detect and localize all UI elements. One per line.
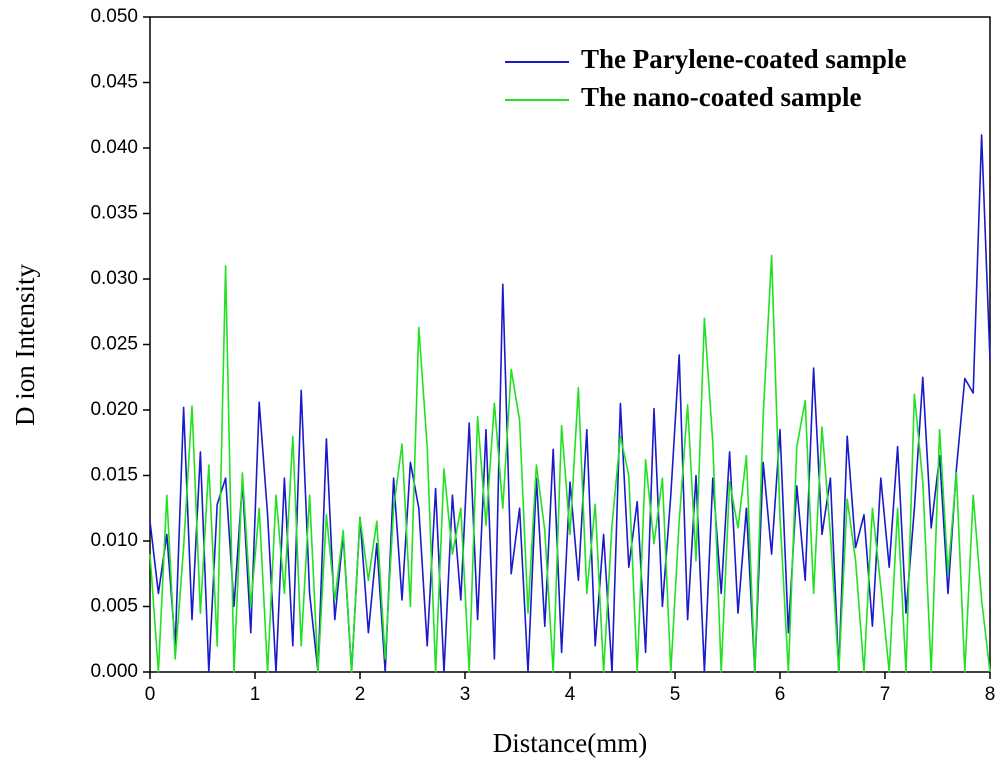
- x-tick-label: 4: [565, 684, 576, 705]
- x-tick-label: 8: [985, 684, 996, 705]
- y-tick-label: 0.050: [90, 6, 138, 27]
- x-tick-label: 1: [250, 684, 261, 705]
- y-tick-label: 0.005: [90, 596, 138, 617]
- plot-frame: [149, 16, 991, 673]
- data-line: [149, 254, 991, 673]
- legend-label: The nano-coated sample: [581, 82, 862, 112]
- y-tick-label: 0.000: [90, 661, 138, 682]
- y-tick-label: 0.040: [90, 137, 138, 158]
- x-axis-label: Distance(mm): [493, 728, 647, 758]
- x-tick-label: 6: [775, 684, 786, 705]
- y-tick-label: 0.035: [90, 203, 138, 224]
- data-line: [149, 134, 991, 673]
- y-tick-label: 0.015: [90, 465, 138, 486]
- y-axis-label: D ion Intensity: [10, 264, 40, 426]
- x-tick-label: 5: [670, 684, 681, 705]
- legend-label: The Parylene-coated sample: [581, 44, 906, 74]
- y-tick-label: 0.020: [90, 399, 138, 420]
- y-tick-label: 0.030: [90, 268, 138, 289]
- y-tick-label: 0.010: [90, 530, 138, 551]
- x-tick-label: 2: [355, 684, 366, 705]
- y-tick-label: 0.025: [90, 334, 138, 355]
- x-tick-label: 7: [880, 684, 891, 705]
- x-tick-label: 3: [460, 684, 471, 705]
- y-tick-label: 0.045: [90, 72, 138, 93]
- x-tick-label: 0: [145, 684, 156, 705]
